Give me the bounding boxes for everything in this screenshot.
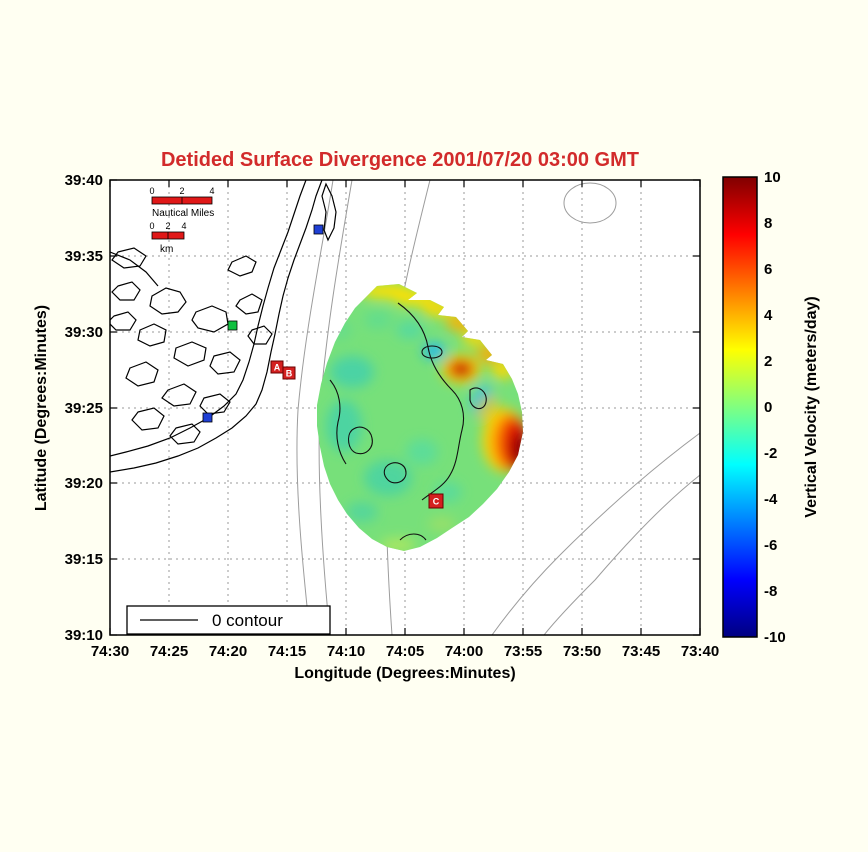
colorbar-tick: -10 [764,629,786,646]
coastline [110,180,337,473]
station-marker-a: A [270,360,284,374]
colorbar-tick: -8 [764,583,777,600]
km-tick-0: 0 [149,221,154,231]
colorbar-tick: 10 [764,169,781,186]
x-tick-label: 74:30 [91,643,129,660]
x-tick-label: 74:25 [150,643,188,660]
km-label: km [160,244,173,255]
y-tick-label: 39:40 [65,172,103,189]
nm-tick-0: 0 [149,186,154,196]
x-tick-labels: 74:30 74:25 74:20 74:15 74:10 74:05 74:0… [91,643,719,660]
x-tick-label: 73:40 [681,643,719,660]
green-station-marker [227,320,238,331]
colorbar-tick: 2 [764,353,772,370]
station-label-b: B [286,369,293,379]
x-tick-label: 74:05 [386,643,424,660]
colorbar-tick: -6 [764,537,777,554]
km-tick-4: 4 [181,221,186,231]
x-tick-label: 74:10 [327,643,365,660]
colorbar-axis-label: Vertical Velocity (meters/day) [803,296,820,517]
nautical-miles-label: Nautical Miles [152,208,214,219]
colorbar-tick: 6 [764,261,772,278]
y-tick-label: 39:25 [65,400,103,417]
y-tick-label: 39:15 [65,551,103,568]
colorbar: 10 8 6 4 2 0 -2 -4 -6 -8 -10 Vertical Ve… [722,169,820,646]
station-label-a: A [274,363,281,373]
blue-station-marker-north [313,224,324,235]
colorbar-tick-labels: 10 8 6 4 2 0 -2 -4 -6 -8 -10 [764,169,786,646]
y-tick-label: 39:20 [65,475,103,492]
x-tick-label: 74:20 [209,643,247,660]
legend: 0 contour [126,605,331,635]
legend-entry-label: 0 contour [212,611,283,630]
station-marker-c: C [428,493,444,509]
colorbar-tick: 4 [764,307,773,324]
y-axis-label: Latitude (Degrees:Minutes) [33,305,50,511]
station-label-c: C [433,497,440,507]
x-tick-label: 74:15 [268,643,306,660]
station-marker-b: B [282,366,296,380]
scale-bars: 0 2 4 Nautical Miles 0 2 4 km [149,186,214,255]
y-tick-label: 39:35 [65,248,103,265]
x-tick-label: 74:00 [445,643,483,660]
zero-contour-lines [329,302,487,541]
colorbar-tick: 0 [764,399,772,416]
colorbar-tick: -2 [764,445,777,462]
y-tick-label: 39:10 [65,627,103,644]
y-tick-label: 39:30 [65,324,103,341]
plot-title: Detided Surface Divergence 2001/07/20 03… [161,149,639,171]
nm-tick-4: 4 [209,186,214,196]
colorbar-border [722,176,758,638]
colorbar-tick: -4 [764,491,778,508]
colorbar-gradient [723,177,757,637]
blue-station-marker-south [202,412,213,423]
station-markers: A B C [202,224,444,509]
km-tick-2: 2 [165,221,170,231]
colorbar-tick: 8 [764,215,772,232]
x-tick-label: 73:55 [504,643,542,660]
y-tick-labels: 39:10 39:15 39:20 39:25 39:30 39:35 39:4… [65,172,103,644]
x-tick-label: 73:45 [622,643,660,660]
x-tick-label: 73:50 [563,643,601,660]
nm-tick-2: 2 [179,186,184,196]
x-axis-label: Longitude (Degrees:Minutes) [294,665,515,682]
